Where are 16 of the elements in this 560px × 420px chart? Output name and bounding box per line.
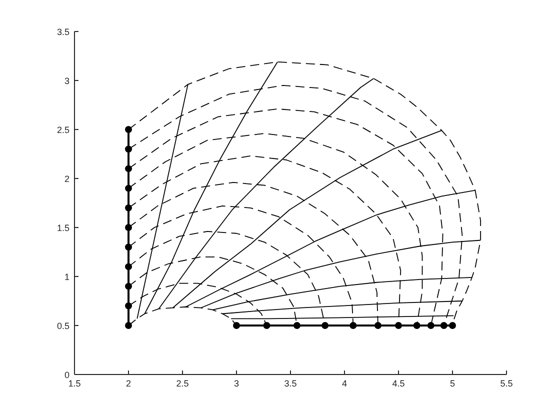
- y-tick-label: 2: [64, 174, 70, 184]
- x-tick-label: 4: [342, 378, 348, 388]
- y-tick-label: 1.5: [56, 223, 70, 233]
- y-tick-label: 3.5: [56, 27, 70, 37]
- x-tick-label: 3: [234, 378, 240, 388]
- x-tick-label: 4.5: [392, 378, 405, 388]
- x-tick-label: 2.5: [176, 378, 189, 388]
- y-tick-label: 3: [64, 76, 70, 86]
- y-tick-label: 0: [64, 370, 70, 380]
- x-tick-label: 3.5: [284, 378, 297, 388]
- x-tick-label: 5.5: [500, 378, 513, 388]
- x-tick-label: 5: [450, 378, 456, 388]
- x-tick-label: 2: [126, 378, 132, 388]
- y-tick-label: 0.5: [56, 321, 70, 331]
- y-tick-label: 2.5: [56, 125, 70, 135]
- y-tick-label: 1: [64, 272, 70, 282]
